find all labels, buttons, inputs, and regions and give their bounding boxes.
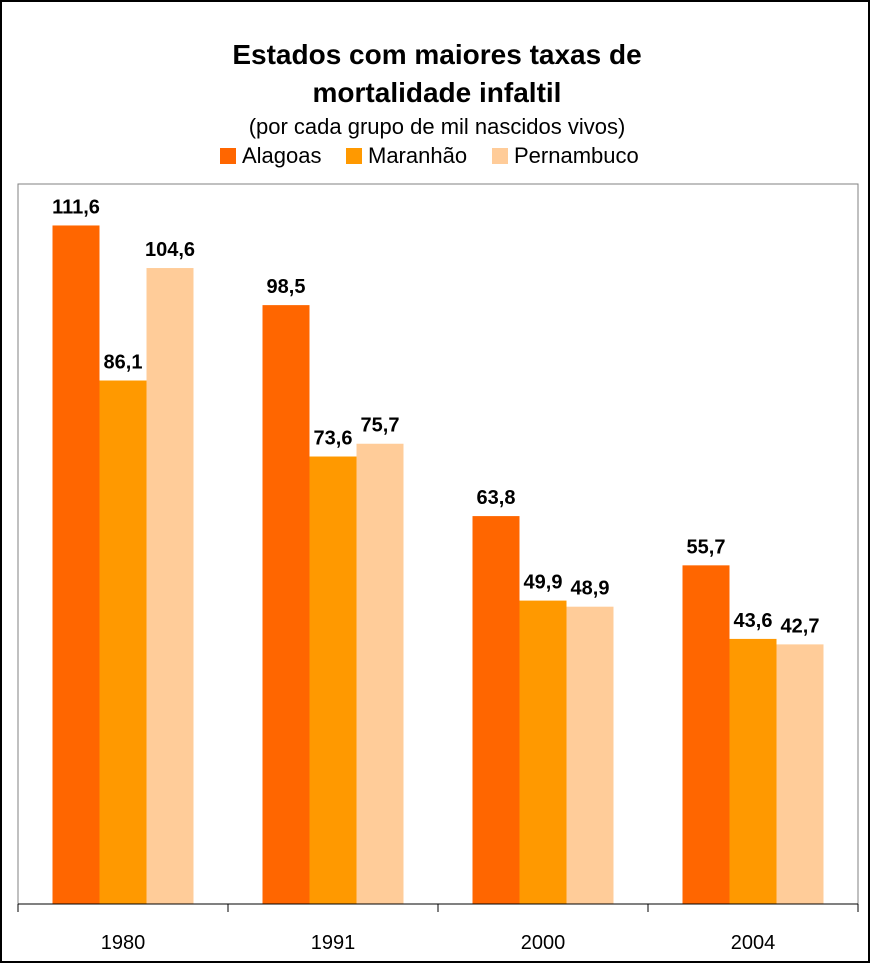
bar-2000-1 (472, 516, 520, 904)
data-label-1991-3: 75,7 (361, 415, 400, 437)
legend-label-3: Pernambuco (514, 143, 639, 168)
bar-2004-1 (682, 565, 730, 904)
x-axis-ticks (17, 904, 859, 912)
bar-1991-3 (356, 443, 404, 904)
bar-2000-2 (519, 600, 567, 904)
legend-label-1: Alagoas (242, 143, 322, 168)
bar-2004-3 (776, 644, 824, 904)
bar-1991-1 (262, 305, 310, 904)
x-tick-label-2000: 2000 (521, 932, 566, 954)
data-label-2000-3: 48,9 (571, 578, 610, 600)
bar-2004-2 (729, 638, 777, 904)
data-label-1991-1: 98,5 (267, 276, 306, 298)
bar-1991-2 (309, 456, 357, 904)
legend-swatch-1 (220, 148, 236, 164)
data-label-2004-2: 43,6 (734, 610, 773, 632)
bar-1980-3 (146, 268, 194, 905)
data-label-1980-3: 104,6 (145, 239, 195, 261)
data-label-1980-2: 86,1 (104, 352, 143, 374)
data-label-2000-2: 49,9 (524, 572, 563, 594)
value-labels-group: 111,6 86,1 104,6 98,5 73,6 75,7 63,8 49,9 48,9 55… (52, 196, 819, 637)
chart-title-line-1: Estados com maiores taxas de (232, 39, 641, 70)
x-tick-label-1991: 1991 (311, 932, 356, 954)
legend-swatch-2 (346, 148, 362, 164)
chart-title-line-2: mortalidade infaltil (313, 77, 562, 108)
x-axis-tick-labels: 1980 1991 2000 2004 (101, 932, 776, 954)
bar-1980-2 (99, 380, 147, 905)
chart-subtitle: (por cada grupo de mil nascidos vivos) (249, 114, 626, 139)
bar-1980-1 (52, 225, 100, 905)
data-label-1991-2: 73,6 (314, 428, 353, 450)
x-tick-label-2004: 2004 (731, 932, 776, 954)
data-label-2004-3: 42,7 (781, 615, 820, 637)
bars-group (52, 225, 824, 905)
data-label-2000-1: 63,8 (477, 487, 516, 509)
legend: Alagoas Maranhão Pernambuco (220, 143, 639, 168)
data-label-1980-1: 111,6 (52, 196, 100, 218)
legend-label-2: Maranhão (368, 143, 467, 168)
x-tick-label-1980: 1980 (101, 932, 146, 954)
data-label-2004-1: 55,7 (687, 536, 726, 558)
bar-2000-3 (566, 606, 614, 904)
legend-swatch-3 (492, 148, 508, 164)
